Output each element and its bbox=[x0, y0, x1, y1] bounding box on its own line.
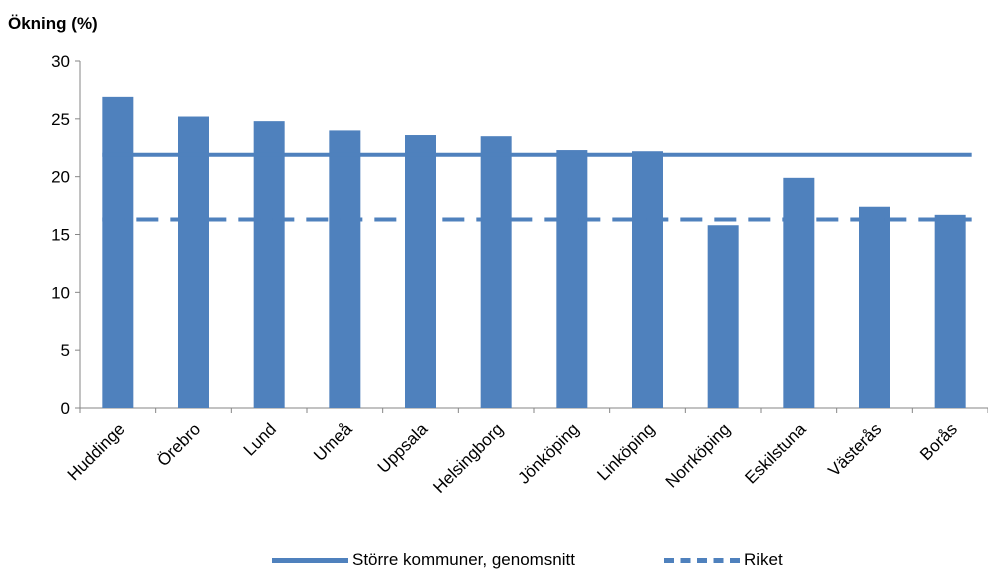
x-tick-label: Umeå bbox=[310, 419, 356, 465]
y-axis-title: Ökning (%) bbox=[8, 14, 98, 33]
legend-item-average: Större kommuner, genomsnitt bbox=[272, 550, 575, 570]
x-tick-labels: Huddinge Örebro Lund Umeå UppsalaHelsingborg… bbox=[64, 419, 961, 497]
legend-swatch-dashed bbox=[664, 557, 740, 563]
y-tick-label: 20 bbox=[51, 168, 70, 187]
bar-10 bbox=[859, 206, 890, 408]
y-tick-label: 10 bbox=[51, 283, 70, 302]
legend-item-riket: Riket bbox=[664, 550, 783, 570]
x-tick-label: Lund bbox=[240, 419, 280, 459]
bar-4 bbox=[405, 135, 436, 408]
y-tick-label: 25 bbox=[51, 110, 70, 129]
legend-label-riket: Riket bbox=[744, 550, 783, 569]
y-tick-label: 15 bbox=[51, 226, 70, 245]
axes bbox=[75, 60, 988, 413]
x-tick-label: Norrköping bbox=[662, 419, 734, 491]
y-tick-label: 0 bbox=[61, 399, 70, 418]
x-tick-label: Uppsala bbox=[374, 419, 432, 477]
bar-0 bbox=[102, 96, 134, 409]
y-tick-label: 5 bbox=[61, 341, 70, 360]
y-tick-labels: 0 5 10 15 20 25 30 bbox=[51, 52, 70, 418]
x-tick-label: Jönköping bbox=[514, 419, 582, 487]
bar-1 bbox=[178, 116, 209, 409]
x-tick-label: Örebro bbox=[153, 419, 204, 470]
y-tick-label: 30 bbox=[51, 52, 70, 71]
x-tick-label: Eskilstuna bbox=[741, 419, 810, 488]
bar-6 bbox=[556, 150, 588, 408]
x-tick-label: Huddinge bbox=[64, 419, 129, 484]
x-tick-label: Borås bbox=[916, 419, 961, 464]
x-tick-label: Linköping bbox=[593, 419, 658, 484]
bars bbox=[102, 96, 966, 409]
x-tick-label: Helsingborg bbox=[429, 419, 507, 497]
bar-7 bbox=[632, 151, 663, 408]
reference-lines bbox=[102, 152, 972, 222]
bar-8 bbox=[707, 225, 739, 408]
bar-2 bbox=[253, 121, 285, 408]
legend-label-average: Större kommuner, genomsnitt bbox=[352, 550, 575, 569]
legend-swatch-solid bbox=[272, 557, 348, 563]
bar-5 bbox=[480, 136, 512, 408]
bar-11 bbox=[934, 214, 966, 408]
x-tick-label: Västerås bbox=[824, 419, 885, 480]
bar-9 bbox=[783, 177, 815, 408]
bar-3 bbox=[329, 130, 361, 408]
legend: Större kommuner, genomsnitt Riket bbox=[0, 550, 988, 572]
